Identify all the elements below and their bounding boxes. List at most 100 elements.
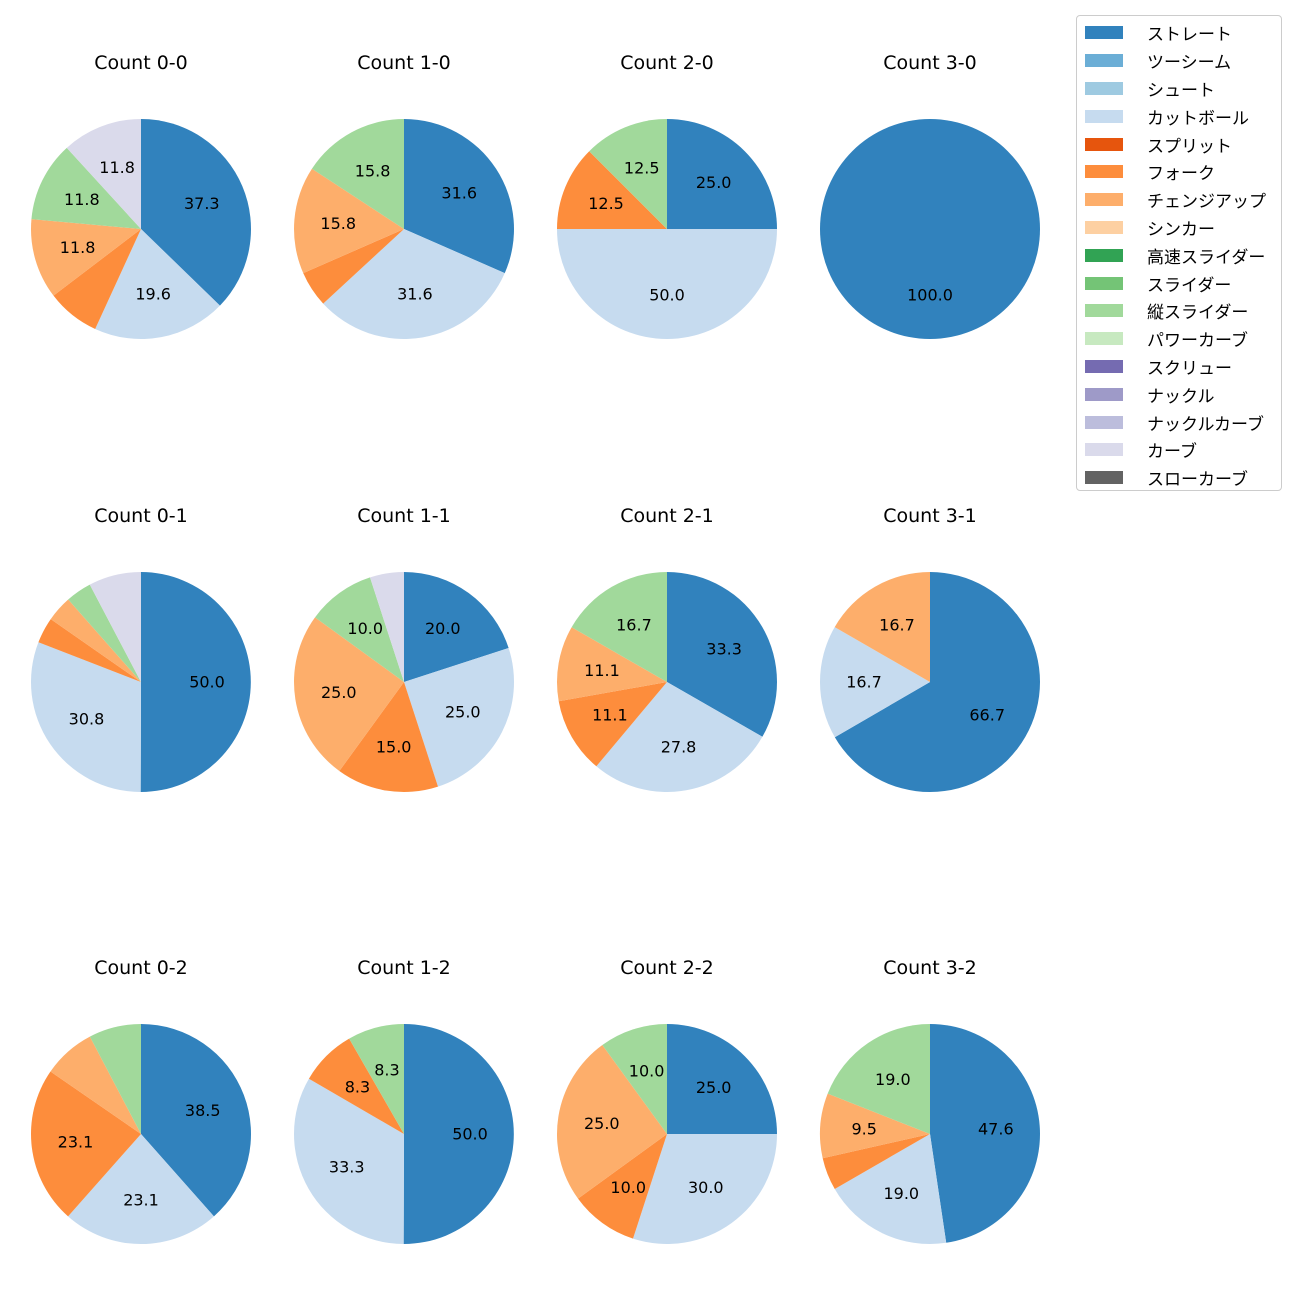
legend-swatch bbox=[1085, 165, 1123, 179]
pie-slice bbox=[822, 1134, 930, 1189]
legend-label: ナックル bbox=[1147, 386, 1215, 407]
pie-slice bbox=[50, 1036, 141, 1134]
pie-slice bbox=[95, 229, 220, 339]
slice-label: 10.0 bbox=[347, 619, 383, 638]
legend-swatch bbox=[1085, 359, 1123, 373]
legend-item: カーブ bbox=[1077, 436, 1281, 464]
legend-swatch bbox=[1085, 248, 1123, 262]
pie-slice bbox=[819, 627, 930, 738]
pie-slice bbox=[589, 119, 667, 229]
pie-slice bbox=[30, 1071, 142, 1217]
pie-slice bbox=[315, 577, 404, 682]
legend-label: 高速スライダー bbox=[1147, 247, 1266, 268]
slice-label: 50.0 bbox=[189, 673, 225, 692]
slice-label: 23.1 bbox=[58, 1132, 94, 1151]
slice-label: 25.0 bbox=[584, 1114, 620, 1133]
pie-slice bbox=[293, 617, 404, 771]
legend-swatch bbox=[1085, 193, 1123, 207]
slice-label: 23.1 bbox=[123, 1191, 159, 1210]
pie-slice bbox=[308, 1038, 404, 1134]
pie-slice bbox=[834, 572, 1040, 793]
slice-label: 20.0 bbox=[425, 619, 461, 638]
pie-slice bbox=[303, 229, 404, 304]
slice-label: 25.0 bbox=[445, 702, 481, 721]
pie-chart: Count 2-0 25.0 50.0 12.512.5 bbox=[557, 52, 777, 339]
pie-slice bbox=[834, 572, 930, 682]
pie-slice bbox=[827, 1024, 930, 1134]
pie-chart: Count 3-0 100.0 bbox=[820, 52, 1040, 339]
pie-slice bbox=[819, 1093, 930, 1159]
slice-label: 11.8 bbox=[60, 238, 96, 257]
pie-chart: Count 3-2 47.6 19.0 9.5 19.0 bbox=[819, 957, 1040, 1244]
chart-title: Count 0-1 bbox=[94, 505, 188, 527]
slice-label: 11.8 bbox=[64, 190, 100, 209]
legend-swatch bbox=[1085, 54, 1123, 68]
slice-label: 15.8 bbox=[320, 214, 356, 233]
pie-slice bbox=[556, 1045, 667, 1199]
pie-slice bbox=[141, 119, 251, 306]
slice-label: 10.0 bbox=[629, 1062, 665, 1081]
legend-item: ナックル bbox=[1077, 380, 1281, 408]
pie-chart: Count 0-1 50.0 30.8 bbox=[30, 505, 251, 793]
chart-title: Count 3-1 bbox=[883, 505, 977, 527]
legend-label: ナックルカーブ bbox=[1147, 414, 1264, 435]
legend-label: カットボール bbox=[1147, 108, 1249, 129]
slice-label: 11.1 bbox=[584, 661, 620, 680]
pie-slice bbox=[31, 147, 141, 229]
legend: ストレート ツーシーム シュートカットボール スプリット フォークチェンジアップ シンカー… bbox=[1076, 15, 1282, 491]
pie-slice bbox=[557, 627, 667, 702]
chart-title: Count 1-1 bbox=[357, 505, 451, 527]
pie-slice bbox=[404, 572, 509, 682]
slice-label: 12.5 bbox=[624, 159, 660, 178]
legend-item: 縦スライダー bbox=[1077, 297, 1281, 325]
pie-slice bbox=[667, 119, 777, 229]
slice-label: 19.0 bbox=[875, 1070, 911, 1089]
legend-item: カットボール bbox=[1077, 102, 1281, 130]
slice-label: 50.0 bbox=[452, 1125, 488, 1144]
slice-label: 25.0 bbox=[696, 1078, 732, 1097]
chart-title: Count 2-2 bbox=[620, 957, 714, 979]
legend-item: 高速スライダー bbox=[1077, 241, 1281, 269]
slice-label: 16.7 bbox=[879, 615, 915, 634]
pie-slice bbox=[349, 1024, 404, 1134]
legend-swatch bbox=[1085, 220, 1123, 234]
legend-label: スライダー bbox=[1147, 275, 1232, 296]
legend-item: シュート bbox=[1077, 75, 1281, 103]
legend-item: ストレート bbox=[1077, 19, 1281, 47]
chart-title: Count 0-2 bbox=[94, 957, 188, 979]
legend-label: スクリュー bbox=[1147, 358, 1232, 379]
slice-label: 25.0 bbox=[321, 683, 357, 702]
slice-label: 37.3 bbox=[184, 194, 220, 213]
pie-slice bbox=[633, 1134, 777, 1245]
legend-item: フォーク bbox=[1077, 158, 1281, 186]
pie-slice bbox=[68, 584, 141, 682]
pie-slice bbox=[293, 1078, 404, 1244]
slice-label: 16.7 bbox=[616, 615, 652, 634]
legend-swatch bbox=[1085, 415, 1123, 429]
slice-label: 30.8 bbox=[69, 710, 105, 729]
pie-slice bbox=[89, 572, 141, 682]
pie-slice bbox=[930, 1024, 1040, 1243]
legend-label: スプリット bbox=[1147, 136, 1232, 157]
legend-label: チェンジアップ bbox=[1147, 192, 1266, 213]
pie-slice bbox=[339, 682, 438, 793]
legend-label: ストレート bbox=[1147, 25, 1232, 46]
pie-slice bbox=[667, 1024, 777, 1134]
chart-title: Count 2-1 bbox=[620, 505, 714, 527]
pie-slice bbox=[294, 168, 404, 274]
slice-label: 47.6 bbox=[978, 1120, 1014, 1139]
legend-item: ツーシーム bbox=[1077, 47, 1281, 75]
pie-slice bbox=[323, 229, 505, 339]
slice-label: 33.3 bbox=[329, 1157, 365, 1176]
legend-item: チェンジアップ bbox=[1077, 186, 1281, 214]
legend-item: スライダー bbox=[1077, 269, 1281, 297]
slice-label: 12.5 bbox=[588, 194, 624, 213]
slice-label: 10.0 bbox=[610, 1178, 646, 1197]
chart-title: Count 3-2 bbox=[883, 957, 977, 979]
legend-label: シンカー bbox=[1147, 219, 1215, 240]
pie-slice bbox=[667, 572, 778, 737]
legend-swatch bbox=[1085, 276, 1123, 290]
legend-item: シンカー bbox=[1077, 214, 1281, 242]
legend-label: 縦スライダー bbox=[1147, 303, 1249, 324]
